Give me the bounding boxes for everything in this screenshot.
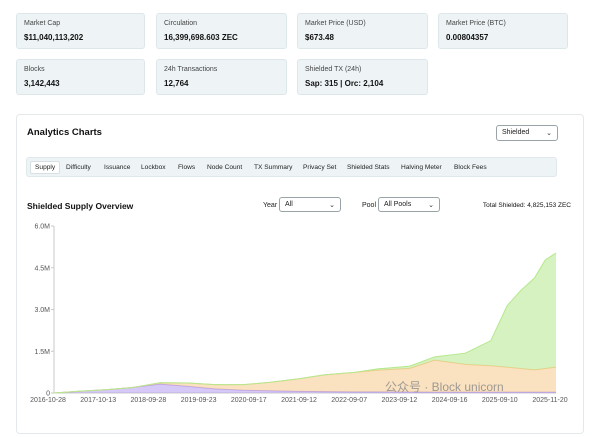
stat-card-price-btc: Market Price (BTC) 0.00804357 bbox=[438, 13, 568, 49]
stat-label: 24h Transactions bbox=[164, 66, 218, 73]
stat-value: $11,040,113,202 bbox=[24, 33, 84, 42]
stat-value: 16,399,698.603 ZEC bbox=[164, 33, 238, 42]
stat-card-price-usd: Market Price (USD) $673.48 bbox=[297, 13, 428, 49]
stat-card-circulation: Circulation 16,399,698.603 ZEC bbox=[156, 13, 287, 49]
stat-label: Blocks bbox=[24, 66, 45, 73]
stat-card-shielded-tx: Shielded TX (24h) Sap: 315 | Orc: 2,104 bbox=[297, 59, 428, 95]
chevron-down-icon: ⌄ bbox=[428, 202, 434, 209]
chart-type-select-value: Shielded bbox=[502, 129, 530, 136]
tab-shielded-stats[interactable]: Shielded Stats bbox=[347, 164, 390, 171]
stat-card-market-cap: Market Cap $11,040,113,202 bbox=[16, 13, 145, 49]
tab-difficulty[interactable]: Difficulty bbox=[66, 164, 91, 171]
stat-label: Market Price (USD) bbox=[305, 20, 366, 27]
stat-value: $673.48 bbox=[305, 33, 334, 42]
tab-tx-summary[interactable]: TX Summary bbox=[254, 164, 293, 171]
stat-card-blocks: Blocks 3,142,443 bbox=[16, 59, 145, 95]
stat-value: 3,142,443 bbox=[24, 79, 60, 88]
total-shielded: Total Shielded: 4,825,153 ZEC bbox=[482, 202, 571, 209]
stat-label: Market Cap bbox=[24, 20, 61, 27]
analytics-panel: Analytics Charts Shielded ⌄ Supply Diffi… bbox=[16, 114, 584, 434]
tab-supply[interactable]: Supply bbox=[30, 161, 61, 174]
tab-halving-meter[interactable]: Halving Meter bbox=[401, 164, 442, 171]
year-select-value: All bbox=[285, 201, 293, 208]
stat-label: Market Price (BTC) bbox=[446, 20, 506, 27]
tab-node-count[interactable]: Node Count bbox=[207, 164, 243, 171]
tab-block-fees[interactable]: Block Fees bbox=[454, 164, 487, 171]
stat-value: 0.00804357 bbox=[446, 33, 489, 42]
stat-label: Circulation bbox=[164, 20, 198, 27]
stat-value: Sap: 315 | Orc: 2,104 bbox=[305, 79, 384, 88]
pool-select[interactable]: All Pools ⌄ bbox=[378, 197, 440, 212]
chart-tabs: Supply Difficulty Issuance Lockbox Flows… bbox=[26, 157, 557, 177]
panel-title: Analytics Charts bbox=[27, 127, 102, 138]
stat-card-24h-transactions: 24h Transactions 12,764 bbox=[156, 59, 287, 95]
pool-filter-label: Pool bbox=[362, 202, 377, 209]
year-select[interactable]: All ⌄ bbox=[279, 197, 341, 212]
tab-flows[interactable]: Flows bbox=[178, 164, 196, 171]
chevron-down-icon: ⌄ bbox=[546, 130, 552, 137]
tab-issuance[interactable]: Issuance bbox=[104, 164, 131, 171]
tab-privacy-set[interactable]: Privacy Set bbox=[303, 164, 337, 171]
tab-lockbox[interactable]: Lockbox bbox=[141, 164, 166, 171]
pool-select-value: All Pools bbox=[384, 201, 412, 208]
stat-value: 12,764 bbox=[164, 79, 189, 88]
stat-label: Shielded TX (24h) bbox=[305, 66, 362, 73]
chart-title: Shielded Supply Overview bbox=[27, 201, 134, 211]
year-filter-label: Year bbox=[263, 202, 278, 209]
chevron-down-icon: ⌄ bbox=[329, 202, 335, 209]
chart-type-select[interactable]: Shielded ⌄ bbox=[496, 125, 558, 141]
